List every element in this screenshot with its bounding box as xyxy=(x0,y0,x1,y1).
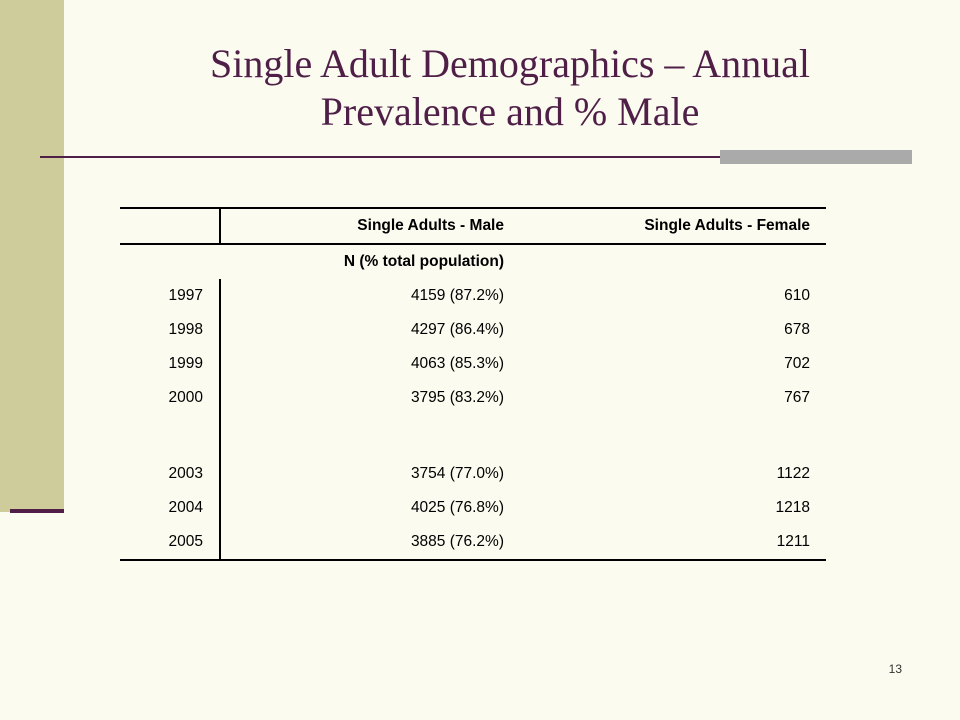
slide-title-line-2: Prevalence and % Male xyxy=(320,89,700,134)
table-row: 2005 3885 (76.2%) 1211 xyxy=(120,525,826,561)
row-female: 610 xyxy=(784,287,810,304)
title-accent-bar xyxy=(720,150,912,164)
table-row: 2000 3795 (83.2%) 767 xyxy=(120,381,826,415)
row-male: 3754 (77.0%) xyxy=(410,465,504,482)
table-row: 1999 4063 (85.3%) 702 xyxy=(120,347,826,381)
row-male xyxy=(220,415,520,457)
row-year: 2003 xyxy=(120,457,221,491)
row-male: 4025 (76.8%) xyxy=(410,499,504,516)
table-spacer-row xyxy=(120,415,826,457)
row-female: 702 xyxy=(784,355,810,372)
row-year: 2004 xyxy=(120,491,221,525)
row-year: 2005 xyxy=(120,525,221,561)
table-row: 2003 3754 (77.0%) 1122 xyxy=(120,457,826,491)
side-decoration-band xyxy=(0,0,64,512)
row-female: 1122 xyxy=(776,465,810,482)
row-female: 678 xyxy=(784,321,810,338)
row-female: 1218 xyxy=(775,499,810,516)
row-female: 767 xyxy=(784,389,810,406)
row-year: 1997 xyxy=(120,279,221,313)
header-female: Single Adults - Female xyxy=(520,207,826,245)
row-male: 4297 (86.4%) xyxy=(410,321,504,338)
subheader-empty-cell xyxy=(120,244,220,279)
title-underline xyxy=(40,156,912,158)
slide-title: Single Adult Demographics – Annual Preva… xyxy=(60,40,960,136)
subheader-empty-cell xyxy=(520,244,826,279)
subheader-label: N (% total population) xyxy=(343,253,504,270)
table-subheader-row: N (% total population) xyxy=(120,244,826,279)
row-male: 4159 (87.2%) xyxy=(410,287,504,304)
side-decoration-tick xyxy=(10,509,64,513)
row-male: 3885 (76.2%) xyxy=(220,525,520,561)
row-female xyxy=(520,415,826,457)
header-year-cell xyxy=(120,207,221,245)
table-header-row: Single Adults - Male Single Adults - Fem… xyxy=(120,207,826,245)
row-year: 2000 xyxy=(120,381,221,415)
demographics-table-container: Single Adults - Male Single Adults - Fem… xyxy=(120,207,826,561)
header-male: Single Adults - Male xyxy=(220,207,520,245)
page-number: 13 xyxy=(888,662,902,676)
row-year xyxy=(120,415,221,457)
row-year: 1999 xyxy=(120,347,221,381)
row-male: 3795 (83.2%) xyxy=(410,389,504,406)
table-row: 2004 4025 (76.8%) 1218 xyxy=(120,491,826,525)
table-row: 1998 4297 (86.4%) 678 xyxy=(120,313,826,347)
row-female: 1211 xyxy=(520,525,826,561)
slide-title-line-1: Single Adult Demographics – Annual xyxy=(210,41,810,86)
row-year: 1998 xyxy=(120,313,221,347)
row-male: 4063 (85.3%) xyxy=(410,355,504,372)
table-row: 1997 4159 (87.2%) 610 xyxy=(120,279,826,313)
demographics-table: Single Adults - Male Single Adults - Fem… xyxy=(120,207,826,561)
